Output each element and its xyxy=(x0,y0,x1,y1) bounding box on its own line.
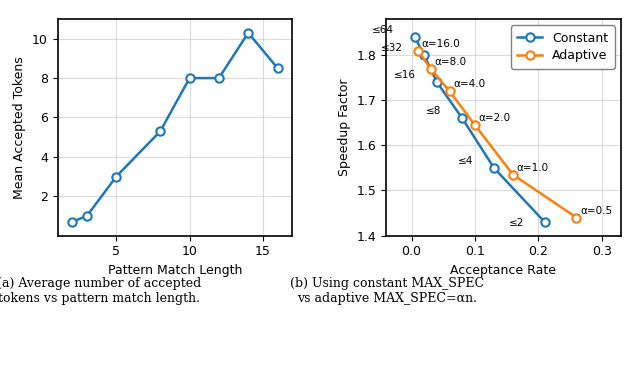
Adaptive xyxy=(573,215,580,220)
Constant xyxy=(490,166,498,170)
Text: ≤2: ≤2 xyxy=(508,218,524,228)
Adaptive xyxy=(509,173,517,177)
Line: Constant: Constant xyxy=(410,33,549,226)
Text: ≤64: ≤64 xyxy=(372,25,394,35)
X-axis label: Pattern Match Length: Pattern Match Length xyxy=(108,264,242,277)
Text: (b) Using constant MAX_SPEC
vs adaptive MAX_SPEC=αn.: (b) Using constant MAX_SPEC vs adaptive … xyxy=(290,277,484,306)
Text: α=1.0: α=1.0 xyxy=(516,163,549,173)
Adaptive xyxy=(471,123,479,127)
Y-axis label: Mean Accepted Tokens: Mean Accepted Tokens xyxy=(13,56,26,199)
Text: (a) Average number of accepted
tokens vs pattern match length.: (a) Average number of accepted tokens vs… xyxy=(0,277,202,306)
Legend: Constant, Adaptive: Constant, Adaptive xyxy=(511,25,614,69)
Text: α=2.0: α=2.0 xyxy=(479,113,511,123)
Text: α=0.5: α=0.5 xyxy=(580,206,612,216)
X-axis label: Acceptance Rate: Acceptance Rate xyxy=(451,264,556,277)
Constant xyxy=(411,35,419,39)
Y-axis label: Speedup Factor: Speedup Factor xyxy=(338,79,351,176)
Line: Adaptive: Adaptive xyxy=(413,46,580,222)
Adaptive xyxy=(427,66,435,71)
Text: ≤8: ≤8 xyxy=(426,106,442,117)
Text: ≤32: ≤32 xyxy=(381,43,403,53)
Text: α=8.0: α=8.0 xyxy=(435,57,467,67)
Adaptive xyxy=(445,89,453,93)
Constant xyxy=(433,80,441,84)
Text: ≤4: ≤4 xyxy=(458,156,473,166)
Constant xyxy=(541,220,548,224)
Constant xyxy=(458,116,466,120)
Adaptive xyxy=(414,48,422,53)
Text: ≤16: ≤16 xyxy=(394,70,416,81)
Text: α=16.0: α=16.0 xyxy=(422,39,460,49)
Text: α=4.0: α=4.0 xyxy=(453,79,486,89)
Constant xyxy=(420,53,428,57)
